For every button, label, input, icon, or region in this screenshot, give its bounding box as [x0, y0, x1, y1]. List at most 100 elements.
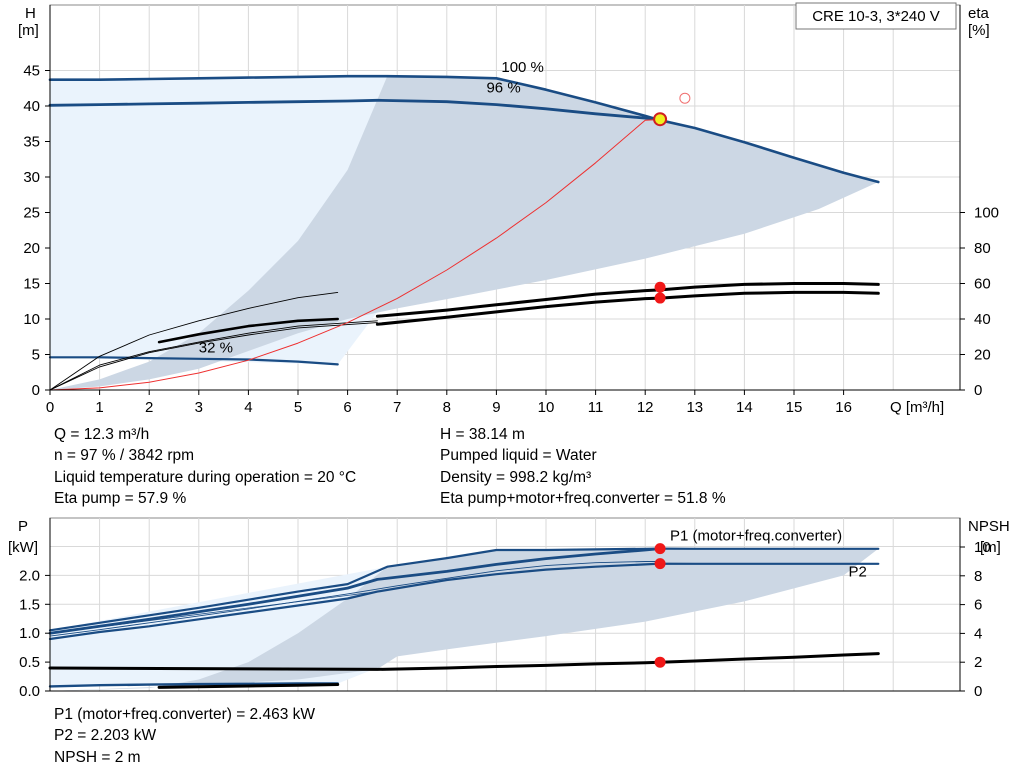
top-x-tick-label: 3: [195, 399, 203, 416]
eta-point-duty-marker: [654, 292, 666, 304]
top-y-axis-title: H: [25, 5, 36, 22]
top-y2-axis-unit: [%]: [968, 22, 990, 39]
bottom-y-tick-label: 2.0: [19, 567, 40, 584]
power-curve-label: P1 (motor+freq.converter): [670, 528, 842, 545]
top-x-tick-label: 0: [46, 399, 54, 416]
p2-point-marker: [654, 558, 666, 570]
series-32-: [48, 356, 339, 366]
p1-point-marker: [654, 543, 666, 555]
top-x-tick-label: 16: [835, 399, 852, 416]
top-area-dark: [50, 76, 879, 391]
series-p2-upper: [49, 561, 661, 637]
top-x-tick-label: 2: [145, 399, 153, 416]
top-y-tick-label: 30: [23, 169, 40, 186]
info-top-right: H = 38.14 m Pumped liquid = Water Densit…: [440, 424, 726, 509]
top-x-tick-label: 1: [95, 399, 103, 416]
top-x-tick-label: 10: [538, 399, 555, 416]
top-y-tick-label: 5: [32, 347, 40, 364]
series-npsh: [48, 652, 880, 671]
info-bottom: P1 (motor+freq.converter) = 2.463 kW P2 …: [54, 704, 315, 768]
info-eta-total: Eta pump+motor+freq.converter = 51.8 %: [440, 489, 726, 507]
info-p2: P2 = 2.203 kW: [54, 727, 157, 745]
series-p-left-thin: [49, 591, 378, 634]
bottom-y-tick-label: 1.5: [19, 596, 40, 613]
series-p-low: [48, 682, 339, 688]
bottom-y2-tick-label: 4: [974, 625, 982, 642]
series-eta-min: [49, 291, 339, 391]
bottom-y-axis-unit: [kW]: [8, 539, 38, 556]
info-speed: n = 97 % / 3842 rpm: [54, 447, 195, 465]
duty-point-marker: [653, 112, 668, 127]
top-x-tick-label: 6: [343, 399, 351, 416]
info-p1: P1 (motor+freq.converter) = 2.463 kW: [54, 706, 316, 723]
top-y2-tick-label: 0: [974, 382, 982, 399]
info-pumped-liquid: Pumped liquid = Water: [440, 447, 597, 465]
series-eta-max: [375, 282, 880, 318]
bottom-y2-tick-label: 6: [974, 597, 982, 614]
bottom-y2-axis-unit: [m]: [980, 539, 1001, 556]
title-box: [795, 2, 957, 30]
series-eta-mid: [49, 320, 378, 391]
top-y-tick-label: 10: [23, 311, 40, 328]
series-96-: [48, 98, 662, 121]
top-x-tick-label: 9: [492, 399, 500, 416]
curve-label: 100 %: [501, 59, 544, 76]
top-x-tick-label: 13: [686, 399, 703, 416]
bottom-y-axis-title: P: [18, 518, 28, 535]
series-npsh-min: [157, 683, 340, 689]
info-npsh: NPSH = 2 m: [54, 748, 141, 766]
top-y2-tick-label: 60: [974, 276, 991, 293]
series-p1-motor-freq-converter-: [48, 547, 880, 632]
info-flow: Q = 12.3 m³/h: [54, 426, 150, 443]
series-p2: [48, 562, 880, 641]
top-y2-axis-title: eta: [968, 5, 990, 22]
series-system-curve: [49, 119, 661, 391]
top-y2-tick-label: 100: [974, 205, 999, 222]
curve-label: 32 %: [199, 339, 233, 356]
top-y2-tick-label: 20: [974, 347, 991, 364]
bottom-y2-axis-title: NPSH: [968, 518, 1010, 535]
bottom-area-dark: [50, 548, 879, 691]
alt-duty-marker: [679, 92, 691, 104]
series-100-: [48, 74, 880, 184]
top-x-tick-label: 8: [443, 399, 451, 416]
top-y-tick-label: 0: [32, 382, 40, 399]
bottom-y-tick-label: 1.0: [19, 625, 40, 642]
info-density: Density = 998.2 kg/m³: [440, 468, 592, 486]
top-y2-tick-label: 40: [974, 311, 991, 328]
series-eta-thin-lower: [49, 322, 378, 391]
top-y-tick-label: 20: [23, 240, 40, 257]
curve-label: 96 %: [486, 80, 520, 97]
top-x-tick-label: 11: [588, 399, 604, 416]
bottom-y2-tick-label: 10: [974, 539, 991, 556]
bottom-y2-tick-label: 8: [974, 568, 982, 585]
top-y-tick-label: 15: [23, 276, 40, 293]
npsh-point-marker: [654, 656, 666, 668]
top-y-tick-label: 40: [23, 98, 40, 115]
top-y2-tick-label: 80: [974, 240, 991, 257]
top-y-tick-label: 35: [23, 134, 40, 151]
info-liquid-temperature: Liquid temperature during operation = 20…: [54, 468, 357, 486]
info-top-left: Q = 12.3 m³/h n = 97 % / 3842 rpm Liquid…: [54, 424, 356, 509]
series-eta-duty: [375, 290, 880, 326]
top-x-tick-label: 14: [736, 399, 753, 416]
bottom-y-tick-label: 0.5: [19, 654, 40, 671]
info-eta-pump: Eta pump = 57.9 %: [54, 489, 187, 507]
series-eta-partial: [157, 317, 339, 344]
top-y-axis-unit: [m]: [18, 22, 39, 39]
x-axis-title: Q [m³/h]: [890, 399, 944, 416]
top-x-tick-label: 5: [294, 399, 302, 416]
top-x-tick-label: 15: [786, 399, 803, 416]
top-y-tick-label: 45: [23, 63, 40, 80]
top-x-tick-label: 7: [393, 399, 401, 416]
top-y-tick-label: 25: [23, 205, 40, 222]
top-x-tick-label: 4: [244, 399, 252, 416]
chart-title: CRE 10-3, 3*240 V: [812, 8, 940, 25]
info-head: H = 38.14 m: [440, 426, 525, 443]
bottom-y2-tick-label: 2: [974, 654, 982, 671]
eta-point-max-marker: [654, 281, 666, 293]
power-curve-label: P2: [849, 564, 867, 581]
top-x-tick-label: 12: [637, 399, 654, 416]
series-p1-duty: [48, 547, 662, 635]
